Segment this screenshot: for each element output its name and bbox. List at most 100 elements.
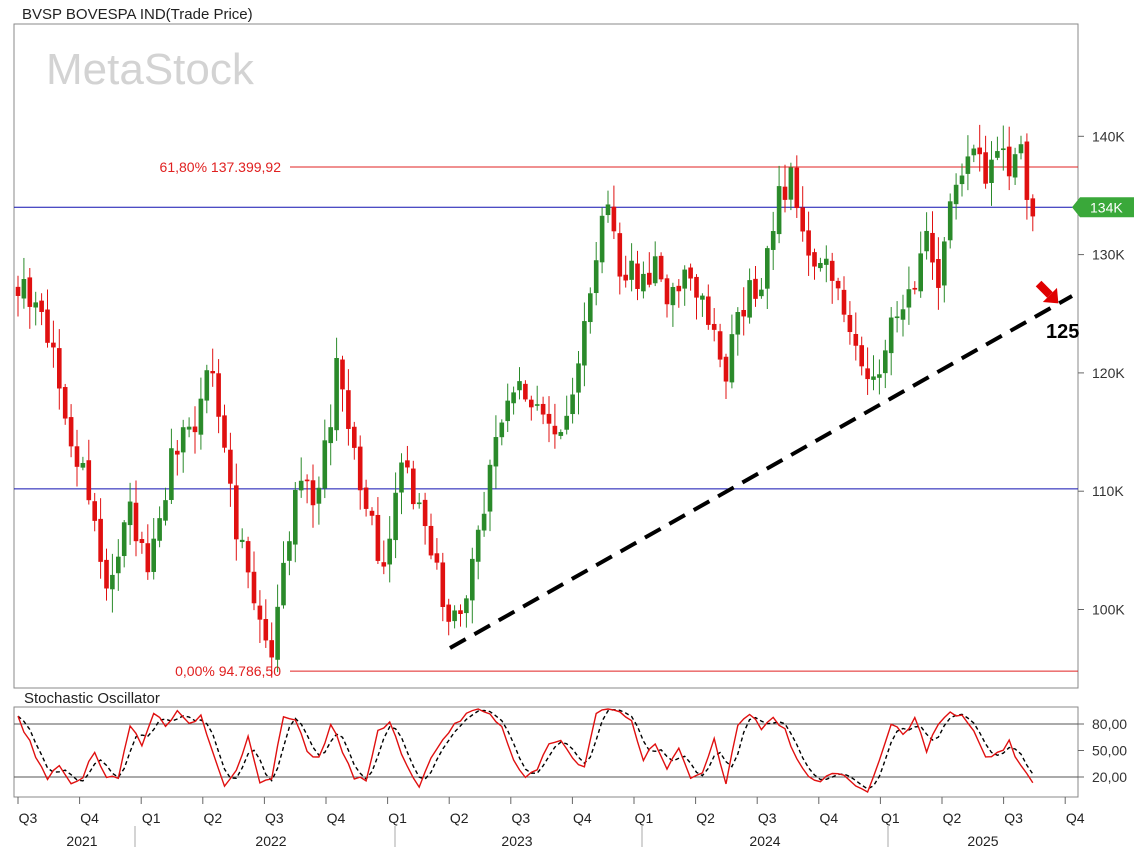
candle xyxy=(959,163,965,197)
candle xyxy=(316,476,322,525)
candle-body xyxy=(670,287,676,306)
x-year-label: 2022 xyxy=(255,833,286,847)
candle-body xyxy=(251,571,257,604)
down-arrow-icon xyxy=(1035,280,1059,304)
candle-body xyxy=(794,167,800,209)
candle xyxy=(983,135,988,189)
fib-level-label: 0,00% 94.786,50 xyxy=(175,663,281,679)
candle xyxy=(800,186,806,242)
candle-body xyxy=(806,230,811,256)
candle xyxy=(705,284,711,330)
candle xyxy=(847,301,853,345)
candle-body xyxy=(705,296,711,325)
candle xyxy=(776,165,782,244)
candle-body xyxy=(540,403,546,415)
x-quarter-label: Q2 xyxy=(943,810,962,826)
candle xyxy=(764,245,770,309)
price-axis: 100K 110K 120K 130K 140K 134K xyxy=(1072,128,1134,618)
candle xyxy=(794,155,800,218)
candle xyxy=(829,252,835,304)
candle-body xyxy=(617,233,623,277)
y-tick-label: 110K xyxy=(1092,483,1124,499)
candle-body xyxy=(694,276,699,298)
candle xyxy=(310,464,316,528)
candle-body xyxy=(853,334,859,346)
candle xyxy=(257,590,263,644)
candle xyxy=(487,459,493,532)
candle xyxy=(823,245,829,283)
candle-body xyxy=(764,248,770,289)
candle-body xyxy=(800,207,806,232)
candle xyxy=(198,377,204,450)
candle xyxy=(399,453,404,515)
stochastic-y-tick-label: 20,00 xyxy=(1092,769,1127,785)
candle-body xyxy=(918,253,924,292)
candle-body xyxy=(646,272,652,285)
candle-body xyxy=(292,489,298,545)
candle xyxy=(145,524,151,580)
candle-body xyxy=(517,381,522,391)
candle-body xyxy=(257,605,263,620)
candle-body xyxy=(953,184,959,205)
candle xyxy=(611,185,617,240)
candle xyxy=(74,429,80,487)
chart-title: BVSP BOVESPA IND(Trade Price) xyxy=(22,6,253,23)
candle xyxy=(346,369,351,446)
candle-body xyxy=(587,293,593,323)
candle-body xyxy=(912,287,918,290)
candle-body xyxy=(27,277,33,307)
candle xyxy=(977,124,983,172)
candle-body xyxy=(723,356,729,382)
x-year-label: 2021 xyxy=(66,833,97,847)
candle xyxy=(269,622,275,678)
stochastic-d-line xyxy=(17,708,1034,790)
x-quarter-label: Q2 xyxy=(696,810,715,826)
candle-body xyxy=(871,376,876,380)
candle-body xyxy=(163,500,168,521)
candle xyxy=(599,207,605,274)
candle xyxy=(62,383,68,425)
candle-body xyxy=(747,280,752,318)
candle-body xyxy=(947,201,953,241)
candle-body xyxy=(475,529,481,562)
candle xyxy=(906,266,912,325)
candle xyxy=(540,396,546,425)
x-quarter-label: Q3 xyxy=(265,810,284,826)
candle xyxy=(511,386,516,415)
candle xyxy=(623,255,629,288)
candle xyxy=(1000,125,1006,171)
candle xyxy=(652,241,658,287)
candle-body xyxy=(45,309,50,343)
candle-body xyxy=(989,159,994,183)
candle xyxy=(912,281,918,295)
candle xyxy=(263,599,269,648)
candle-body xyxy=(56,348,62,389)
candle-body xyxy=(570,394,575,415)
candle xyxy=(416,492,422,509)
candle xyxy=(641,261,646,299)
x-quarter-label: Q1 xyxy=(881,810,900,826)
trendline-label: 125 xyxy=(1046,321,1079,343)
candle xyxy=(157,506,162,548)
candle xyxy=(175,440,180,476)
x-year-label: 2025 xyxy=(967,833,998,847)
candle xyxy=(121,520,127,568)
candle xyxy=(139,531,145,554)
candle xyxy=(587,287,593,334)
candle xyxy=(782,164,788,213)
candle xyxy=(104,548,109,601)
candle xyxy=(340,355,345,412)
candle-body xyxy=(1018,144,1024,154)
candle xyxy=(499,419,505,446)
last-price-marker xyxy=(1072,197,1134,218)
x-quarter-label: Q1 xyxy=(142,810,161,826)
candle xyxy=(694,274,699,320)
candle-body xyxy=(104,559,109,589)
candle-body xyxy=(222,415,227,448)
candle-body xyxy=(133,502,139,542)
candle-body xyxy=(676,285,682,292)
candle xyxy=(936,237,941,310)
candle-body xyxy=(882,350,888,374)
candle-body xyxy=(564,415,570,430)
